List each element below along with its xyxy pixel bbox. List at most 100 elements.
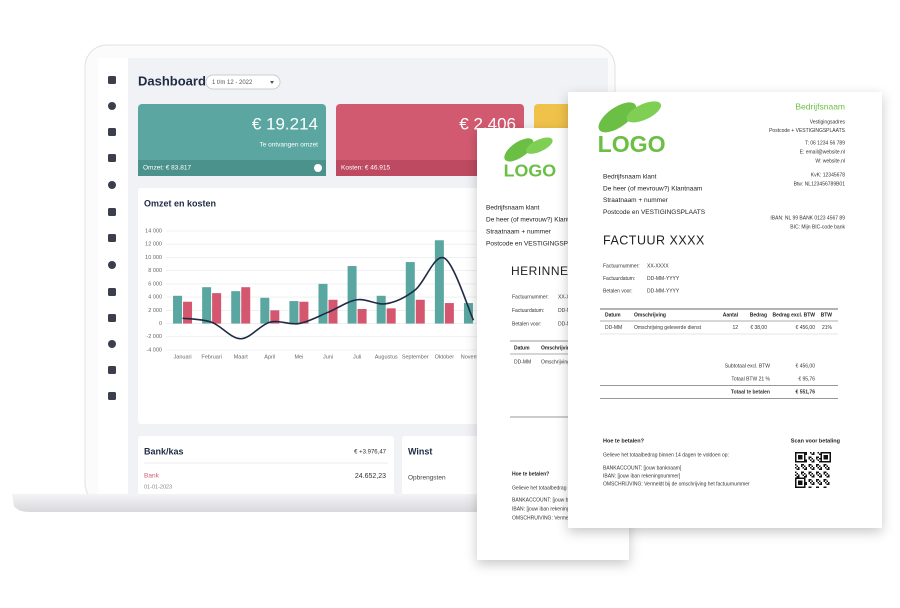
qr-cell [798,482,800,484]
qr-cell [810,456,812,458]
invoice-document: LOGO Bedrijfsnaam Vestigingsadres Postcode … [568,92,882,528]
qr-cell [825,486,827,488]
qr-cell [805,482,807,484]
client-line: Postcode en VESTIGINGSPLAATS [603,209,706,216]
table-header: Omschrijving [541,345,573,351]
qr-cell [811,480,813,482]
qr-cell [801,465,803,467]
table-cell: DD-MM [514,359,531,365]
qr-cell [820,459,822,461]
qr-cell [826,465,828,467]
qr-cell [804,458,806,460]
qr-cell [829,461,831,463]
qr-cell [817,467,819,469]
qr-cell [817,464,819,466]
client-line: De heer (of mevrouw?) Klantnaam [486,217,585,224]
qr-cell [808,471,810,473]
qr-cell [829,453,831,455]
qr-cell [808,458,810,460]
address-line: Postcode + VESTIGINGSPLAATS [769,128,846,134]
qr-cell [828,468,830,470]
payment-text: Gelieve het totaalbedrag binnen 14 dagen… [603,452,729,458]
qr-cell [798,480,800,482]
qr-cell [820,476,822,478]
qr-cell [829,455,831,457]
y-tick-label: 12 000 [145,242,162,248]
qr-cell [811,465,813,467]
qr-cell [816,471,818,473]
qr-cell [799,486,801,488]
bar [386,308,396,324]
qr-cell [804,453,806,455]
x-tick-label: Januari [174,354,192,360]
qr-cell [819,458,821,460]
qr-cell [805,474,807,476]
sidebar-icon [108,128,116,136]
qr-cell [805,476,807,478]
qr-cell [825,474,827,476]
qr-cell [795,485,797,487]
field-label: Betalen voor: [512,321,541,327]
table-cell: 21% [822,325,833,331]
qr-cell [804,477,806,479]
qr-cell [825,461,827,463]
table-cell: DD-MM [605,325,622,331]
x-tick-label: Oktober [435,354,455,360]
x-tick-label: Augustus [375,354,398,360]
qr-cell [802,452,804,454]
qr-cell [798,456,800,458]
qr-cell [804,482,806,484]
table-header: Omschrijving [634,312,666,318]
table-header: Datum [605,312,621,318]
qr-cell [795,452,797,454]
qr-cell [798,455,800,457]
qr-cell [802,474,804,476]
client-line: Bedrijfsnaam klant [486,205,540,212]
qr-cell [828,483,830,485]
bar [357,309,367,324]
qr-cell [805,452,807,454]
qr-cell [825,455,827,457]
logo-text: LOGO [598,131,666,157]
qr-cell [820,467,822,469]
sidebar-icon [108,314,116,322]
logo-leaf [626,101,662,123]
total-value: € 456,00 [796,363,816,369]
qr-cell [810,467,812,469]
qr-cell [823,461,825,463]
qr-cell [795,483,797,485]
x-tick-label: April [264,354,275,360]
qr-cell [799,483,801,485]
qr-cell [805,483,807,485]
qr-cell [819,473,821,475]
client-line: Straatnaam + nummer [486,229,552,236]
qr-cell [796,477,798,479]
payment-title: Hoe te betalen? [603,438,645,444]
qr-cell [798,483,800,485]
qr-cell [823,479,825,481]
sidebar [98,58,128,494]
qr-cell [795,456,797,458]
bank-line: BIC: Mijn BIC-code bank [790,224,845,230]
qr-cell [805,467,807,469]
sidebar-icon [108,340,116,348]
chart-title: Omzet en kosten [144,198,216,208]
bar [173,295,183,324]
qr-cell [810,464,812,466]
client-line: Bedrijfsnaam klant [603,174,657,181]
qr-cell [804,483,806,485]
contact-line: T: 06 1234 56 789 [805,140,845,146]
qr-cell [810,486,812,488]
qr-cell [811,476,813,478]
table-header: BTW [821,312,833,318]
qr-cell [817,456,819,458]
sidebar-icon [108,234,116,242]
qr-cell [801,461,803,463]
qr-cell [801,456,803,458]
dashboard: Dashboard 1 t/m 12 - 2022 € 19.214 Te ontva… [138,73,604,506]
qr-cell [820,458,822,460]
company-name: Bedrijfsnaam [795,101,845,111]
qr-cell [804,486,806,488]
qr-cell [825,458,827,460]
